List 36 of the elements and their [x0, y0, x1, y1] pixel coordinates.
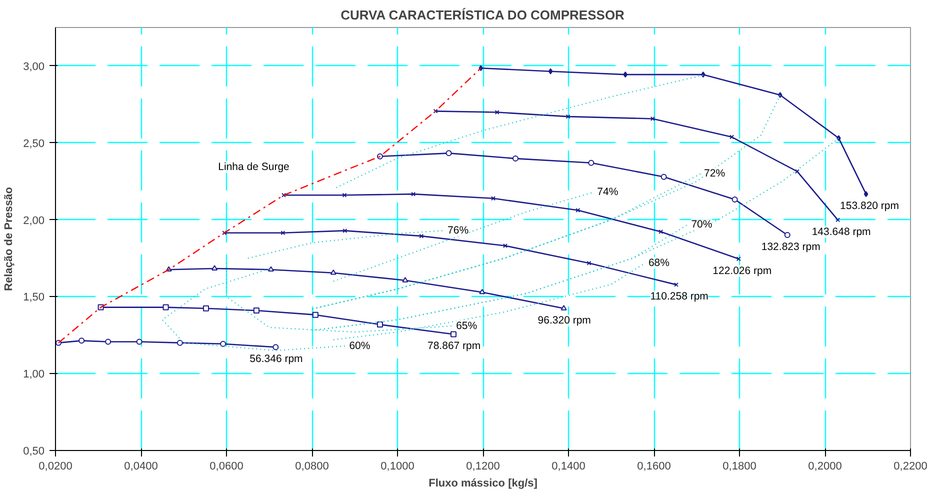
series-label: 110.258 rpm	[650, 290, 709, 303]
x-tick-label: 0,2000	[808, 460, 842, 472]
x-tick-label: 0,0400	[124, 460, 158, 472]
x-tick-label: 0,1200	[466, 460, 500, 472]
series-label: 56.346 rpm	[250, 353, 304, 366]
series-label: 74%	[597, 186, 618, 198]
x-tick-label: 0,0800	[295, 460, 329, 472]
series-label: 60%	[349, 340, 370, 352]
series-label: 65%	[456, 320, 478, 332]
x-tick-label: 0,0200	[38, 460, 72, 472]
series-label: 143.648 rpm	[812, 226, 872, 238]
series-label: 122.026 rpm	[712, 264, 772, 277]
series-label: 153.820 rpm	[840, 200, 900, 212]
y-tick-label: 2,00	[23, 214, 45, 227]
x-tick-label: 0,1800	[722, 460, 756, 472]
y-axis-title: Relação de Pressão	[3, 186, 16, 291]
x-tick-label: 0,0600	[210, 460, 244, 472]
series-label: 132.823 rpm	[761, 241, 821, 253]
chart-title: CURVA CARACTERÍSTICA DO COMPRESSOR	[340, 8, 626, 22]
x-tick-label: 0,1000	[380, 460, 414, 472]
x-axis-title: Fluxo mássico [kg/s]	[428, 478, 538, 490]
y-tick-label: 2,50	[23, 138, 45, 150]
y-tick-label: 1,50	[23, 292, 45, 304]
series-label: 68%	[648, 256, 670, 269]
y-tick-label: 3,00	[23, 60, 45, 73]
series-label: 78.867 rpm	[428, 340, 481, 352]
series-label: Linha de Surge	[218, 161, 290, 174]
series-label: 72%	[704, 168, 726, 180]
series-label: 70%	[691, 218, 712, 230]
x-tick-label: 0,1400	[552, 460, 586, 472]
y-tick-label: 1,00	[23, 368, 45, 381]
x-tick-label: 0,1600	[637, 460, 671, 472]
x-tick-label: 0,2200	[894, 460, 928, 472]
y-tick-label: 0,50	[23, 446, 45, 458]
series-label: 96.320 rpm	[538, 314, 592, 326]
series-label: 76%	[448, 224, 469, 237]
